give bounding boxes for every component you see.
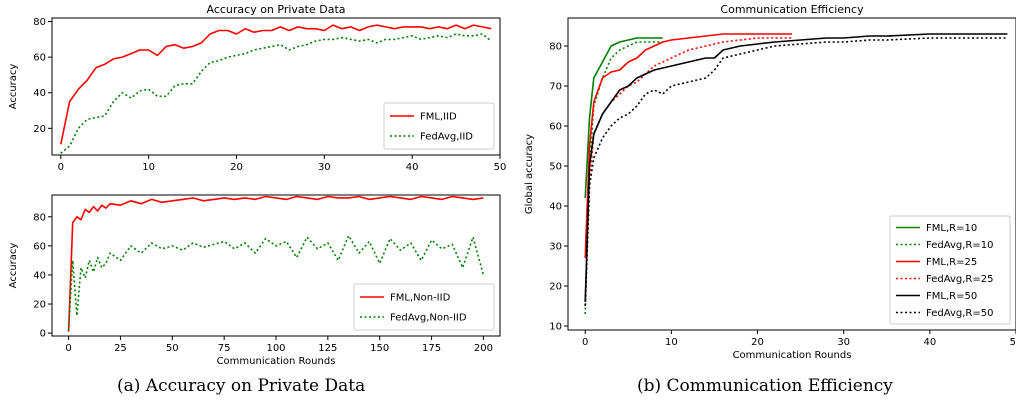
x-tick-label-2: 20	[751, 337, 764, 348]
y-tick-label-2: 30	[549, 242, 562, 253]
x-tick-label-1: 100	[266, 343, 285, 354]
legend-label-1-1: FedAvg,Non-IID	[390, 313, 467, 324]
plot-frame-2	[567, 17, 1016, 331]
legend-label-0-1: FedAvg,IID	[420, 132, 473, 143]
x-tick-label-2: 40	[923, 337, 936, 348]
y-axis-label-2: Global accuracy	[524, 134, 535, 214]
legend-box-1	[353, 283, 495, 331]
y-tick-label-2: 60	[549, 122, 562, 133]
x-tick-label-2: 50	[1010, 337, 1016, 348]
series-line-1-0	[67, 195, 484, 332]
x-tick-label-1: 75	[218, 343, 231, 354]
series-line-0-0	[60, 24, 492, 145]
x-axis-label-2: Communication Rounds	[733, 350, 852, 361]
x-tick-label-1: 125	[318, 343, 337, 354]
y-tick-label-0: 80	[33, 17, 46, 28]
legend-label-2-1: FedAvg,R=10	[926, 240, 993, 251]
legend-label-2-4: FML,R=50	[926, 291, 977, 302]
legend-label-2-0: FML,R=10	[926, 223, 977, 234]
caption-b: (b) Communication Efficiency	[637, 376, 893, 396]
y-tick-label-1: 80	[33, 212, 46, 223]
y-tick-label-0: 60	[33, 53, 46, 64]
y-tick-label-2: 20	[549, 282, 562, 293]
y-tick-label-0: 40	[33, 88, 46, 99]
x-tick-label-1: 50	[166, 343, 179, 354]
x-tick-label-1: 150	[370, 343, 389, 354]
y-tick-label-1: 60	[33, 241, 46, 252]
x-tick-label-1: 175	[422, 343, 441, 354]
x-tick-label-1: 200	[474, 343, 493, 354]
y-tick-label-0: 20	[33, 124, 46, 135]
series-line-0-1	[60, 33, 492, 154]
series-line-2-3	[584, 37, 792, 307]
y-tick-label-2: 10	[549, 322, 562, 333]
series-line-2-4	[584, 33, 1008, 303]
y-axis-label-1: Accuracy	[8, 243, 19, 289]
legend-label-2-2: FML,R=25	[926, 257, 977, 268]
chart-title-0: Accuracy on Private Data	[206, 3, 345, 16]
x-tick-label-2: 30	[837, 337, 850, 348]
x-tick-label-0: 40	[406, 162, 419, 173]
x-tick-label-0: 30	[318, 162, 331, 173]
y-tick-label-1: 20	[33, 300, 46, 311]
series-line-2-1	[584, 41, 663, 315]
chart-title-2: Communication Efficiency	[720, 3, 864, 16]
legend-label-2-3: FedAvg,R=25	[926, 274, 993, 285]
series-line-2-2	[584, 33, 792, 259]
x-tick-label-1: 25	[114, 343, 127, 354]
x-tick-label-0: 20	[230, 162, 243, 173]
y-tick-label-1: 40	[33, 270, 46, 281]
x-tick-label-0: 50	[494, 162, 507, 173]
legend-box-0	[383, 102, 495, 150]
x-tick-label-0: 10	[142, 162, 155, 173]
plot-frame-0	[51, 17, 501, 156]
legend-label-0-0: FML,IID	[420, 112, 457, 123]
y-tick-label-2: 80	[549, 42, 562, 53]
legend-label-1-0: FML,Non-IID	[390, 293, 451, 304]
y-tick-label-2: 50	[549, 162, 562, 173]
series-line-2-0	[584, 37, 663, 199]
y-tick-label-2: 40	[549, 202, 562, 213]
x-tick-label-0: 0	[58, 162, 64, 173]
series-line-1-1	[67, 234, 485, 331]
y-tick-label-1: 0	[40, 329, 46, 340]
y-axis-label-0: Accuracy	[8, 64, 19, 110]
series-line-2-5	[584, 37, 1008, 307]
x-tick-label-1: 0	[65, 343, 71, 354]
caption-a: (a) Accuracy on Private Data	[117, 376, 366, 396]
legend-label-2-5: FedAvg,R=50	[926, 308, 993, 319]
y-tick-label-2: 70	[549, 82, 562, 93]
x-tick-label-2: 0	[582, 337, 588, 348]
x-tick-label-2: 10	[665, 337, 678, 348]
legend-box-2	[889, 215, 1011, 325]
x-axis-label-1: Communication Rounds	[217, 356, 336, 367]
